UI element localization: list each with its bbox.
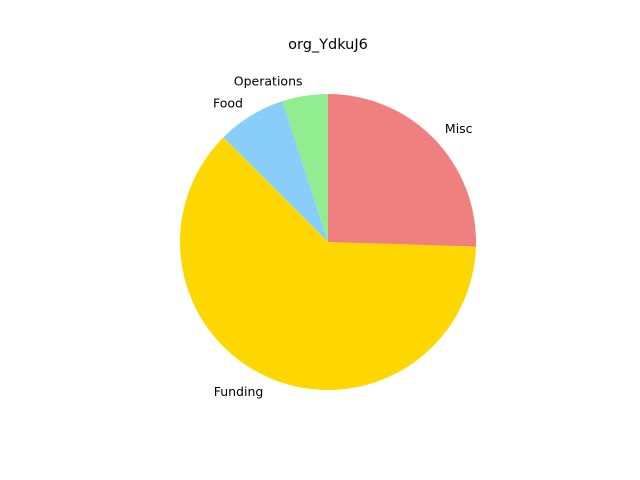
pie-labels: Operations Food Funding Misc: [213, 74, 473, 399]
chart-title: org_YdkuJ6: [288, 37, 368, 53]
pie-slice-funding: [180, 137, 476, 391]
pie-label-funding: Funding: [214, 384, 264, 399]
pie-label-operations: Operations: [234, 74, 303, 89]
pie-slice-food: [223, 101, 328, 243]
pie-slice-operations: [282, 93, 328, 242]
pie-label-food: Food: [213, 96, 243, 111]
pie-slice-misc: [328, 93, 477, 247]
pie-label-misc: Misc: [445, 121, 473, 136]
pie-slices: [180, 93, 477, 391]
